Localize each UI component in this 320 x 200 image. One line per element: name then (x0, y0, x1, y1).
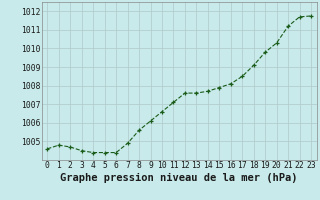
X-axis label: Graphe pression niveau de la mer (hPa): Graphe pression niveau de la mer (hPa) (60, 173, 298, 183)
